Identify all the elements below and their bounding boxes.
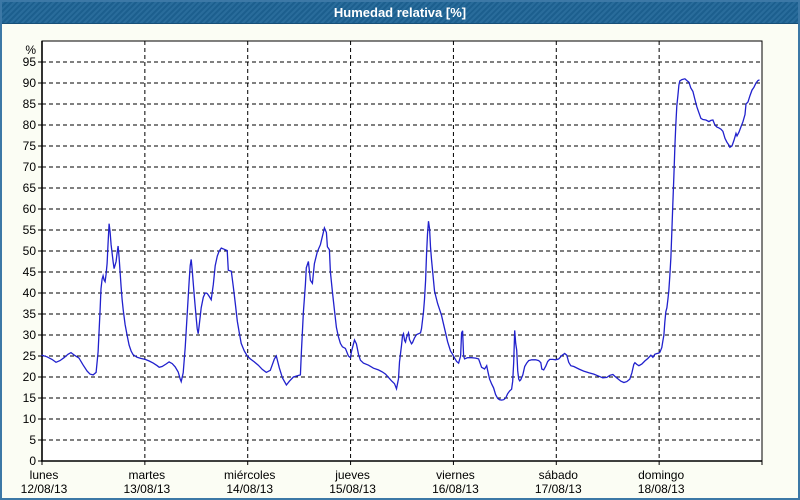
y-tick-label: 85 bbox=[23, 97, 37, 111]
y-tick-label: 90 bbox=[23, 76, 37, 90]
x-day-label: martes bbox=[129, 468, 166, 482]
y-tick-label: 75 bbox=[23, 139, 37, 153]
y-tick-label: 15 bbox=[23, 391, 37, 405]
y-tick-label: 20 bbox=[23, 370, 37, 384]
x-date-label: 13/08/13 bbox=[123, 482, 170, 496]
x-day-label: jueves bbox=[334, 468, 370, 482]
chart-title: Humedad relativa [%] bbox=[333, 5, 467, 20]
y-tick-label: 60 bbox=[23, 202, 37, 216]
y-tick-label: 80 bbox=[23, 118, 37, 132]
y-tick-label: 55 bbox=[23, 223, 37, 237]
x-date-label: 18/08/13 bbox=[638, 482, 685, 496]
x-day-label: domingo bbox=[638, 468, 684, 482]
y-tick-label: 25 bbox=[23, 349, 37, 363]
y-axis-unit-label: % bbox=[25, 43, 36, 57]
x-day-label: lunes bbox=[30, 468, 59, 482]
y-tick-label: 70 bbox=[23, 160, 37, 174]
y-tick-label: 10 bbox=[23, 412, 37, 426]
x-date-label: 16/08/13 bbox=[432, 482, 479, 496]
x-date-label: 14/08/13 bbox=[226, 482, 273, 496]
y-tick-label: 65 bbox=[23, 181, 37, 195]
y-tick-label: 35 bbox=[23, 307, 37, 321]
y-tick-label: 5 bbox=[29, 433, 36, 447]
x-date-label: 15/08/13 bbox=[329, 482, 376, 496]
y-tick-label: 50 bbox=[23, 244, 37, 258]
y-tick-label: 40 bbox=[23, 286, 37, 300]
x-day-label: sábado bbox=[539, 468, 579, 482]
chart-title-bar: Humedad relativa [%] bbox=[2, 2, 798, 24]
y-tick-label: 45 bbox=[23, 265, 37, 279]
x-day-label: miércoles bbox=[224, 468, 275, 482]
x-date-label: 17/08/13 bbox=[535, 482, 582, 496]
y-tick-label: 0 bbox=[29, 454, 36, 468]
x-date-label: 12/08/13 bbox=[21, 482, 68, 496]
y-tick-label: 30 bbox=[23, 328, 37, 342]
y-tick-label: 95 bbox=[23, 55, 37, 69]
humidity-series-line bbox=[41, 78, 760, 401]
x-day-label: viernes bbox=[436, 468, 475, 482]
